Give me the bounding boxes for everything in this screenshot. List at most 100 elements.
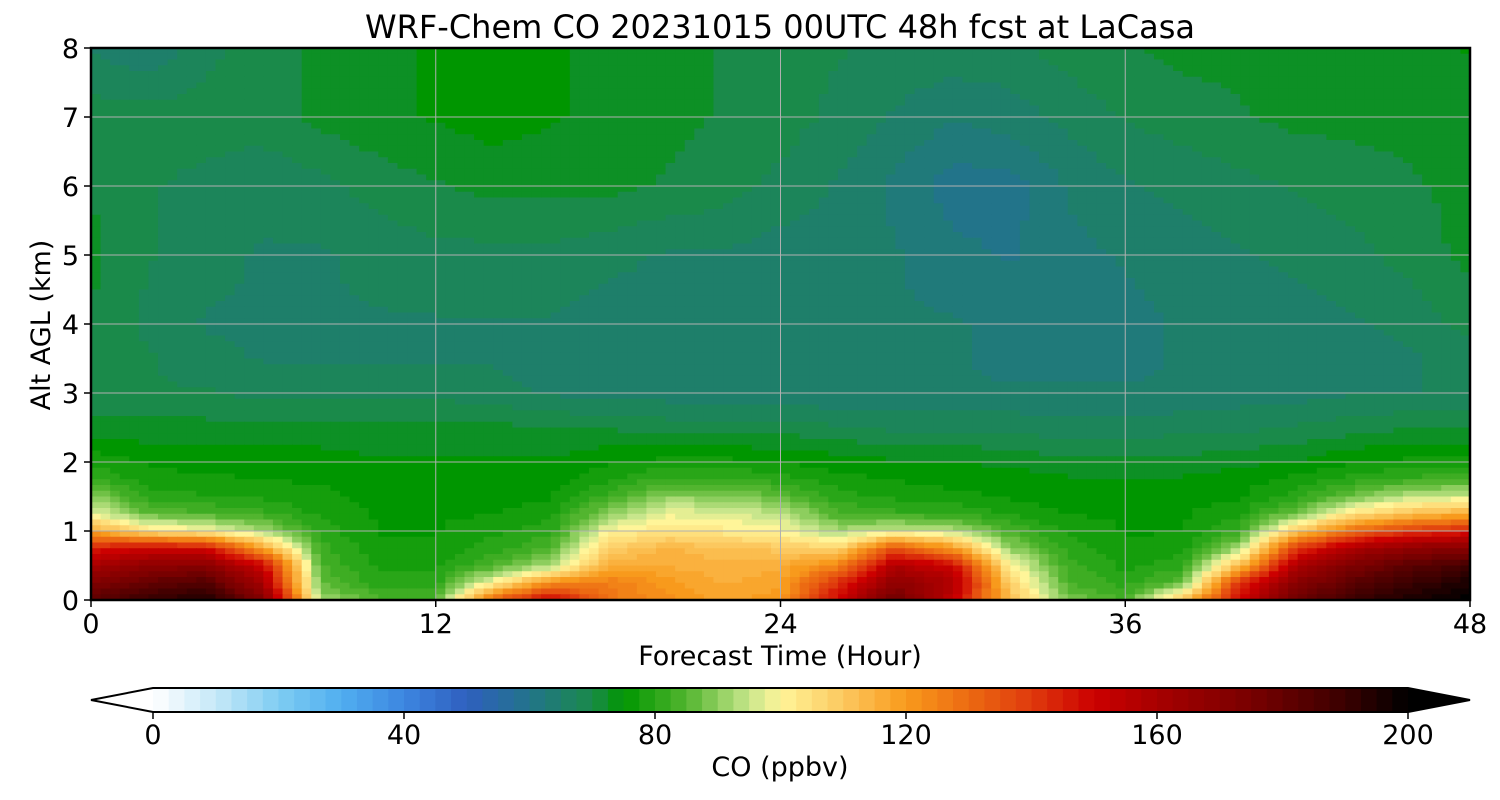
field-cell [138, 197, 150, 204]
field-cell [512, 174, 523, 181]
field-cell [837, 140, 849, 147]
field-cell [1460, 214, 1471, 222]
field-cell [646, 59, 657, 66]
field-cell [1393, 209, 1404, 216]
field-cell [799, 157, 810, 164]
field-cell [253, 209, 264, 216]
field-cell [770, 59, 782, 66]
field-cell [1019, 76, 1031, 84]
field-cell [292, 99, 303, 107]
field-cell [512, 99, 523, 107]
field-cell [445, 82, 456, 89]
field-cell [684, 53, 695, 61]
field-cell [933, 191, 944, 199]
field-cell [541, 65, 552, 72]
field-cell [885, 163, 897, 170]
field-cell [330, 122, 341, 130]
field-cell [1106, 48, 1117, 55]
field-cell [588, 163, 600, 170]
field-cell [359, 237, 370, 245]
field-cell [100, 105, 111, 112]
field-cell [1268, 237, 1280, 245]
field-cell [129, 65, 140, 72]
field-cell [541, 71, 552, 78]
field-cell [1048, 151, 1059, 158]
field-cell [1355, 232, 1366, 239]
field-cell [1039, 203, 1050, 210]
field-cell [876, 157, 887, 164]
field-cell [1364, 174, 1375, 181]
field-cell [138, 203, 150, 210]
field-cell [818, 105, 829, 112]
field-cell [828, 88, 839, 95]
field-cell [1307, 65, 1318, 72]
field-cell [215, 145, 226, 153]
field-cell [541, 191, 552, 199]
field-cell [1125, 151, 1136, 158]
field-cell [263, 99, 274, 107]
field-cell [904, 105, 916, 112]
field-cell [1144, 232, 1155, 239]
field-cell [656, 122, 667, 130]
field-cell [416, 82, 427, 89]
field-cell [1307, 111, 1318, 118]
field-cell [847, 88, 858, 95]
field-cell [339, 140, 351, 147]
field-cell [1211, 157, 1222, 164]
field-cell [1307, 48, 1318, 55]
field-cell [148, 145, 159, 153]
field-cell [646, 203, 657, 210]
field-cell [215, 151, 226, 158]
field-cell [1125, 76, 1136, 84]
field-cell [1182, 168, 1193, 176]
field-cell [617, 65, 628, 72]
field-cell [904, 168, 916, 176]
field-cell [991, 209, 1002, 216]
field-cell [1192, 88, 1203, 95]
field-cell [1086, 82, 1098, 89]
field-cell [1221, 82, 1232, 89]
field-cell [339, 163, 351, 170]
field-cell [1431, 226, 1442, 233]
field-cell [1000, 168, 1011, 176]
field-cell [1335, 209, 1347, 216]
field-cell [349, 174, 360, 181]
field-cell [713, 82, 724, 89]
field-cell [1144, 237, 1155, 245]
field-cell [579, 163, 590, 170]
field-cell [138, 226, 150, 233]
field-cell [885, 117, 897, 124]
field-cell [234, 197, 245, 204]
field-cell [1316, 157, 1327, 164]
field-cell [857, 122, 868, 130]
field-cell [292, 186, 303, 193]
field-cell [1153, 82, 1165, 89]
field-cell [244, 82, 255, 89]
field-cell [1441, 122, 1452, 130]
field-cell [1460, 226, 1471, 233]
field-cell [1067, 168, 1078, 176]
field-cell [196, 209, 207, 216]
field-cell [426, 209, 437, 216]
field-cell [148, 214, 159, 222]
field-cell [483, 82, 494, 89]
field-cell [742, 163, 753, 170]
field-cell [330, 134, 341, 141]
field-cell [1144, 122, 1155, 130]
field-cell [158, 48, 169, 55]
field-cell [100, 134, 111, 141]
field-cell [129, 48, 140, 55]
field-cell [407, 232, 418, 239]
field-cell [320, 214, 332, 222]
field-cell [1086, 232, 1098, 239]
field-cell [1278, 48, 1289, 55]
field-cell [981, 88, 992, 95]
field-cell [1086, 76, 1098, 84]
field-cell [282, 243, 293, 250]
field-cell [1201, 134, 1213, 141]
field-cell [368, 111, 379, 118]
field-cell [1393, 76, 1404, 84]
field-cell [244, 174, 255, 181]
field-cell [1134, 168, 1146, 176]
field-cell [1316, 191, 1327, 199]
